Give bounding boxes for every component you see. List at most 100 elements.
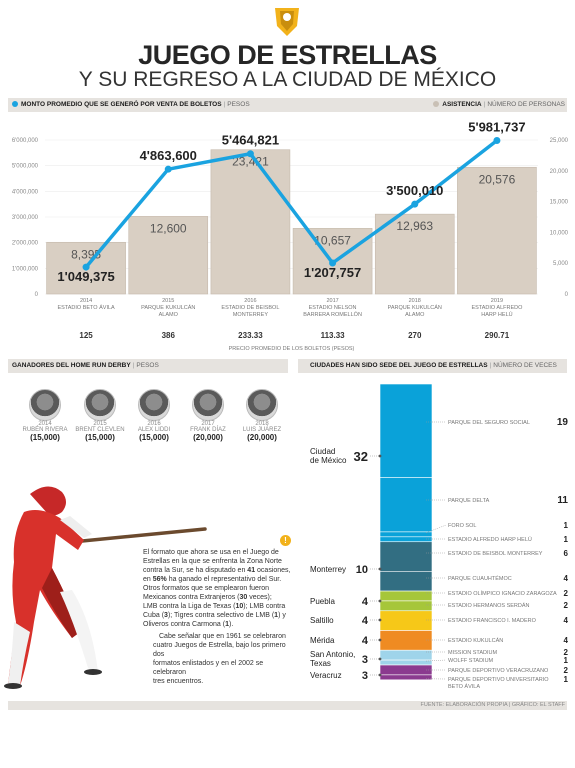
ticket-amount-point <box>493 136 501 144</box>
host-segment <box>379 590 433 602</box>
city-name: de México <box>310 456 347 465</box>
page-title: JUEGO DE ESTRELLAS <box>138 40 437 70</box>
formats-paragraph: El formato que ahora se usa en el Juego … <box>143 548 293 629</box>
category-venue: ESTADIO NELSON <box>309 305 357 311</box>
ticket-attendance-chart: 0 1'000,000 2'000,000 3'000,000 4'000,000 5'0… <box>12 119 569 352</box>
ticket-amount-label: 5'981,737 <box>468 119 525 134</box>
category-year: 2018 <box>409 298 421 304</box>
attendance-bar <box>374 213 455 295</box>
player-name: FRANK DÍAZ <box>190 427 226 433</box>
city-marker <box>378 599 382 603</box>
avg-ticket-price: 233.33 <box>238 331 263 340</box>
venue-label: ESTADIO HERMANOS SERDÁN <box>448 602 530 609</box>
host-segment <box>379 630 433 651</box>
city-total: 3 <box>362 654 368 666</box>
venue-count: 2 <box>564 589 569 598</box>
player-name: LUIS JUÁREZ <box>242 427 282 433</box>
host-segment <box>379 610 433 631</box>
player-prize: (15,000) <box>139 433 169 442</box>
paragraph-line: Mexicanos contra Extranjeros (30 veces); <box>143 594 272 601</box>
venue-label: WOLFF STADIUM <box>448 658 494 664</box>
attendance-label: 12,963 <box>396 219 433 233</box>
leader-line <box>425 524 447 534</box>
paragraph-line: LMB contra la Liga de Texas (10); LMB co… <box>143 603 286 610</box>
category-venue: MONTERREY <box>233 312 268 318</box>
player-year: 2014 <box>38 421 52 427</box>
left-axis-tick: 3'000,000 <box>12 215 39 221</box>
paragraph-line: Cabe señalar que en 1961 se celebraron <box>159 633 286 640</box>
venue-count: 1 <box>564 535 569 544</box>
city-total: 3 <box>362 670 368 682</box>
category-venue: ESTADIO BETO ÁVILA <box>57 304 115 311</box>
paragraph-line: Estrellas en la que se enfrenta la Zona … <box>143 558 282 565</box>
player-prize: (15,000) <box>85 433 115 442</box>
category-year: 2019 <box>491 298 503 304</box>
venue-label: ESTADIO FRANCISCO I. MADERO <box>448 618 537 624</box>
ticket-amount-point <box>411 200 419 208</box>
category-venue: ESTADIO ALFREDO <box>471 305 523 311</box>
city-name: Puebla <box>310 597 335 606</box>
category-year: 2015 <box>162 298 174 304</box>
city-total: 4 <box>362 615 369 627</box>
venue-count: 4 <box>564 636 569 645</box>
venue-count: 19 <box>557 417 569 428</box>
city-name: Mérida <box>310 636 335 645</box>
paragraph-line: Otros formatos que se emplearon fueron <box>143 585 270 592</box>
player-name: RUBÉN RIVERA <box>22 427 68 433</box>
venue-count: 1 <box>564 675 569 684</box>
category-venue: PARQUE KUKULCÁN <box>141 304 195 311</box>
player-photo-icon <box>192 389 224 421</box>
paragraph-line: tres encuentros. <box>153 678 204 685</box>
line-legend-marker <box>12 101 18 108</box>
player-prize: (20,000) <box>247 433 277 442</box>
category-venue: HARP HELÚ <box>481 311 512 318</box>
leader-line <box>425 659 447 662</box>
city-marker <box>378 567 382 571</box>
paragraph-line: formatos enlistados y en el 2002 se cele… <box>153 660 264 676</box>
attendance-bar <box>210 149 291 295</box>
venue-label: ESTADIO KUKULCÁN <box>448 637 503 644</box>
chart-legend-bar <box>8 98 567 112</box>
legend-ticket-amount: MONTO PROMEDIO QUE SE GENERÓ POR VENTA D… <box>12 98 250 112</box>
player-photo-icon <box>29 389 61 421</box>
category-venue: ALAMO <box>159 312 179 318</box>
city-name: Monterrey <box>310 565 346 574</box>
player-name: BRENT CLEVLEN <box>75 427 125 433</box>
league-logo-icon <box>275 8 299 36</box>
venue-count: 4 <box>564 616 569 625</box>
category-year: 2016 <box>244 298 256 304</box>
page-subtitle: Y SU REGRESO A LA CIUDAD DE MÉXICO <box>78 68 497 91</box>
venue-count: 2 <box>564 601 569 610</box>
host-segment <box>379 659 433 666</box>
avg-ticket-price: 113.33 <box>321 331 346 340</box>
player-photo-icon <box>84 389 116 421</box>
venue-label: ESTADIO ALFREDO HARP HELÚ <box>448 536 532 543</box>
avg-ticket-price: 290.71 <box>485 331 510 340</box>
venue-label: ESTADIO OLÍMPICO IGNACIO ZARAGOZA <box>448 590 557 597</box>
ticket-amount-label: 3'500,010 <box>386 183 443 198</box>
ticket-amount-point <box>246 150 254 158</box>
derby-player: 2016 ALEX LIDDI (15,000) <box>126 389 182 442</box>
ticket-amount-point <box>329 259 337 267</box>
derby-player: 2014 RUBÉN RIVERA (15,000) <box>17 389 73 442</box>
host-segment <box>379 664 433 676</box>
city-marker <box>378 638 382 642</box>
venue-label: PARQUE DEPORTIVO UNIVERSITARIO <box>448 677 549 683</box>
attendance-label: 20,576 <box>479 172 516 186</box>
right-axis-tick: 5,000 <box>553 261 569 267</box>
city-total: 4 <box>362 596 369 608</box>
venue-label: ESTADIO DE BEISBOL MONTERREY <box>448 551 543 557</box>
right-axis-tick: 10,000 <box>550 230 569 236</box>
left-axis-tick: 4'000,000 <box>12 189 39 195</box>
player-name: ALEX LIDDI <box>137 427 171 433</box>
left-axis-tick: 0 <box>35 292 39 298</box>
venue-label: FORO SOL <box>448 523 476 529</box>
paragraph-line: contra la Sur, se ha disputado en 41 oca… <box>143 567 291 574</box>
host-segment <box>379 600 433 612</box>
paragraph-line: Oliveros contra Carmona (1). <box>143 621 234 628</box>
host-segment <box>379 531 433 538</box>
venue-label: PARQUE DEL SEGURO SOCIAL <box>448 420 530 426</box>
city-name: Veracruz <box>310 671 342 680</box>
host-segment <box>379 536 433 543</box>
paragraph-line: cuatro Juegos de Estrella, bajo los prim… <box>153 642 286 658</box>
